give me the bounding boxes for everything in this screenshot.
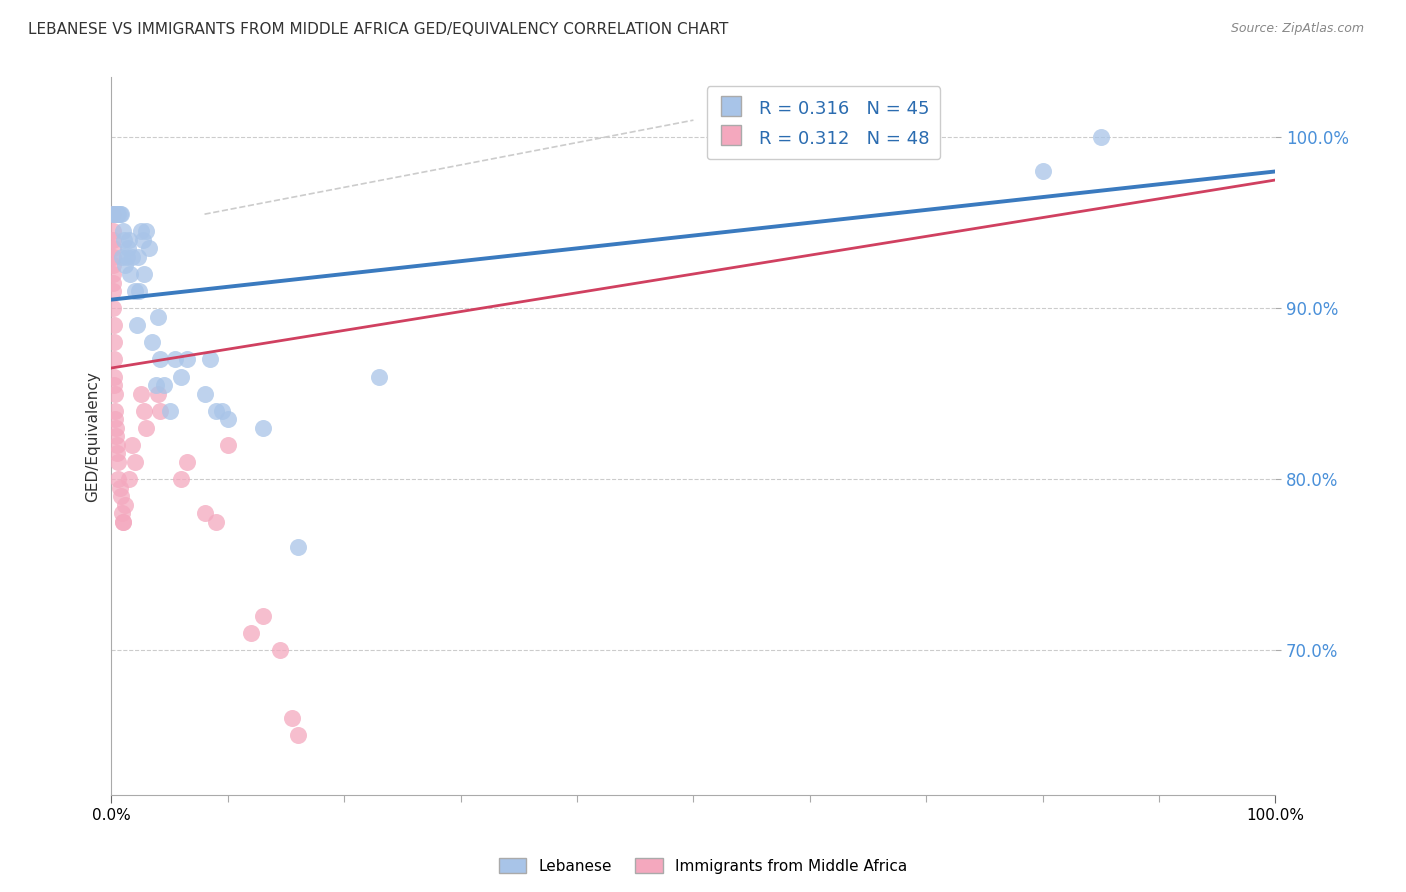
Point <box>103 207 125 221</box>
Point <box>129 386 152 401</box>
Point <box>145 378 167 392</box>
Point <box>200 352 222 367</box>
Point <box>149 403 172 417</box>
Legend: Lebanese, Immigrants from Middle Africa: Lebanese, Immigrants from Middle Africa <box>494 852 912 880</box>
Point <box>101 207 124 221</box>
Point <box>101 250 124 264</box>
Point <box>107 472 129 486</box>
Point <box>111 506 134 520</box>
Point <box>105 429 128 443</box>
Point <box>101 284 124 298</box>
Point <box>110 489 132 503</box>
Point <box>105 421 128 435</box>
Point <box>112 224 135 238</box>
Point <box>105 207 128 221</box>
Point <box>217 438 239 452</box>
Point <box>124 455 146 469</box>
Point <box>121 250 143 264</box>
Point <box>111 250 134 264</box>
Point <box>149 352 172 367</box>
Point <box>217 412 239 426</box>
Legend: R = 0.316   N = 45, R = 0.312   N = 48: R = 0.316 N = 45, R = 0.312 N = 48 <box>707 87 941 160</box>
Point <box>105 446 128 460</box>
Point <box>118 267 141 281</box>
Point <box>127 250 149 264</box>
Point <box>107 207 129 221</box>
Point <box>101 259 124 273</box>
Point <box>103 318 125 333</box>
Point <box>107 455 129 469</box>
Point <box>211 403 233 417</box>
Point <box>104 412 127 426</box>
Point <box>117 241 139 255</box>
Point <box>269 643 291 657</box>
Point <box>176 455 198 469</box>
Point <box>1090 130 1112 145</box>
Text: LEBANESE VS IMMIGRANTS FROM MIDDLE AFRICA GED/EQUIVALENCY CORRELATION CHART: LEBANESE VS IMMIGRANTS FROM MIDDLE AFRIC… <box>28 22 728 37</box>
Point <box>170 472 193 486</box>
Point <box>152 378 174 392</box>
Point <box>125 318 148 333</box>
Point <box>135 224 157 238</box>
Y-axis label: GED/Equivalency: GED/Equivalency <box>86 371 100 502</box>
Point <box>193 386 215 401</box>
Point <box>287 541 309 555</box>
Point <box>135 421 157 435</box>
Point <box>114 498 136 512</box>
Point <box>205 515 228 529</box>
Point <box>240 626 263 640</box>
Point <box>287 729 309 743</box>
Point <box>104 207 127 221</box>
Point <box>170 369 193 384</box>
Point <box>101 276 124 290</box>
Point <box>368 369 391 384</box>
Point <box>110 207 132 221</box>
Point <box>205 403 228 417</box>
Point <box>159 403 181 417</box>
Point <box>101 224 124 238</box>
Point <box>1032 164 1054 178</box>
Point <box>101 241 124 255</box>
Point <box>101 267 124 281</box>
Point <box>252 421 274 435</box>
Point <box>193 506 215 520</box>
Point <box>138 241 160 255</box>
Point <box>105 207 128 221</box>
Point <box>101 207 124 221</box>
Text: Source: ZipAtlas.com: Source: ZipAtlas.com <box>1230 22 1364 36</box>
Point <box>128 284 150 298</box>
Point <box>104 386 127 401</box>
Point <box>112 233 135 247</box>
Point <box>121 438 143 452</box>
Point <box>146 310 169 324</box>
Point <box>252 608 274 623</box>
Point <box>118 233 141 247</box>
Point <box>124 284 146 298</box>
Point <box>105 438 128 452</box>
Point <box>132 233 155 247</box>
Point <box>132 403 155 417</box>
Point <box>103 369 125 384</box>
Point <box>165 352 187 367</box>
Point <box>103 378 125 392</box>
Point <box>141 335 163 350</box>
Point <box>281 711 304 725</box>
Point <box>108 207 131 221</box>
Point <box>101 233 124 247</box>
Point <box>176 352 198 367</box>
Point <box>103 352 125 367</box>
Point <box>112 515 135 529</box>
Point <box>101 301 124 315</box>
Point <box>114 259 136 273</box>
Point <box>112 515 135 529</box>
Point <box>118 472 141 486</box>
Point <box>129 224 152 238</box>
Point <box>104 403 127 417</box>
Point <box>108 481 131 495</box>
Point <box>146 386 169 401</box>
Point <box>115 250 138 264</box>
Point <box>103 335 125 350</box>
Point <box>132 267 155 281</box>
